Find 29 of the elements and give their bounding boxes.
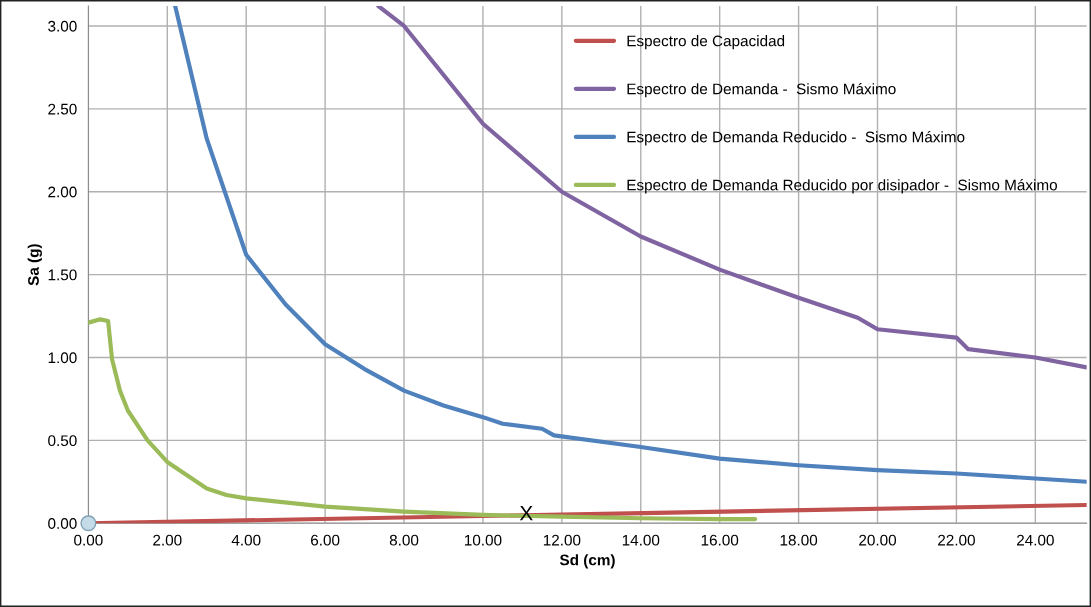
x-tick-label: 4.00 <box>231 534 261 546</box>
line-series <box>88 317 758 522</box>
y-axis-title: Sa (g) <box>27 244 42 286</box>
y-tick-label: 0.50 <box>48 435 77 447</box>
y-tick-label: 0.00 <box>48 518 77 529</box>
y-tick-label: 3.00 <box>48 20 77 32</box>
y-tick-label: 1.50 <box>48 269 77 281</box>
x-tick-label: 8.00 <box>389 534 419 546</box>
line-series <box>376 6 1087 370</box>
y-tick-label: 2.50 <box>48 103 77 115</box>
x-tick-label: 24.00 <box>1017 534 1054 546</box>
legend-label: Espectro de Demanda Reducido - Sismo Máximo <box>627 130 965 146</box>
line-series <box>173 6 1087 484</box>
x-tick-label: 6.00 <box>311 534 340 546</box>
legend-label: Espectro de Demanda Reducido por disipador - Sismo Máximo <box>627 179 1057 194</box>
x-tick-label: 2.00 <box>153 534 182 546</box>
y-tick-label: 1.00 <box>48 352 77 364</box>
x-tick-label: 18.00 <box>780 534 818 546</box>
x-tick-label: 20.00 <box>859 534 897 546</box>
x-axis-title: Sd (cm) <box>559 554 615 569</box>
x-tick-label: 0.00 <box>74 534 103 546</box>
x-tick-label: 16.00 <box>701 534 739 546</box>
x-tick-label: 14.00 <box>622 534 660 546</box>
x-tick-label: 12.00 <box>543 534 581 546</box>
x-tick-label: 10.00 <box>464 534 502 546</box>
legend-label: Espectro de Capacidad <box>627 35 785 50</box>
legend-label: Espectro de Demanda - Sismo Máximo <box>627 82 896 98</box>
x-tick-label: 22.00 <box>938 534 975 546</box>
y-tick-label: 2.00 <box>48 186 77 198</box>
